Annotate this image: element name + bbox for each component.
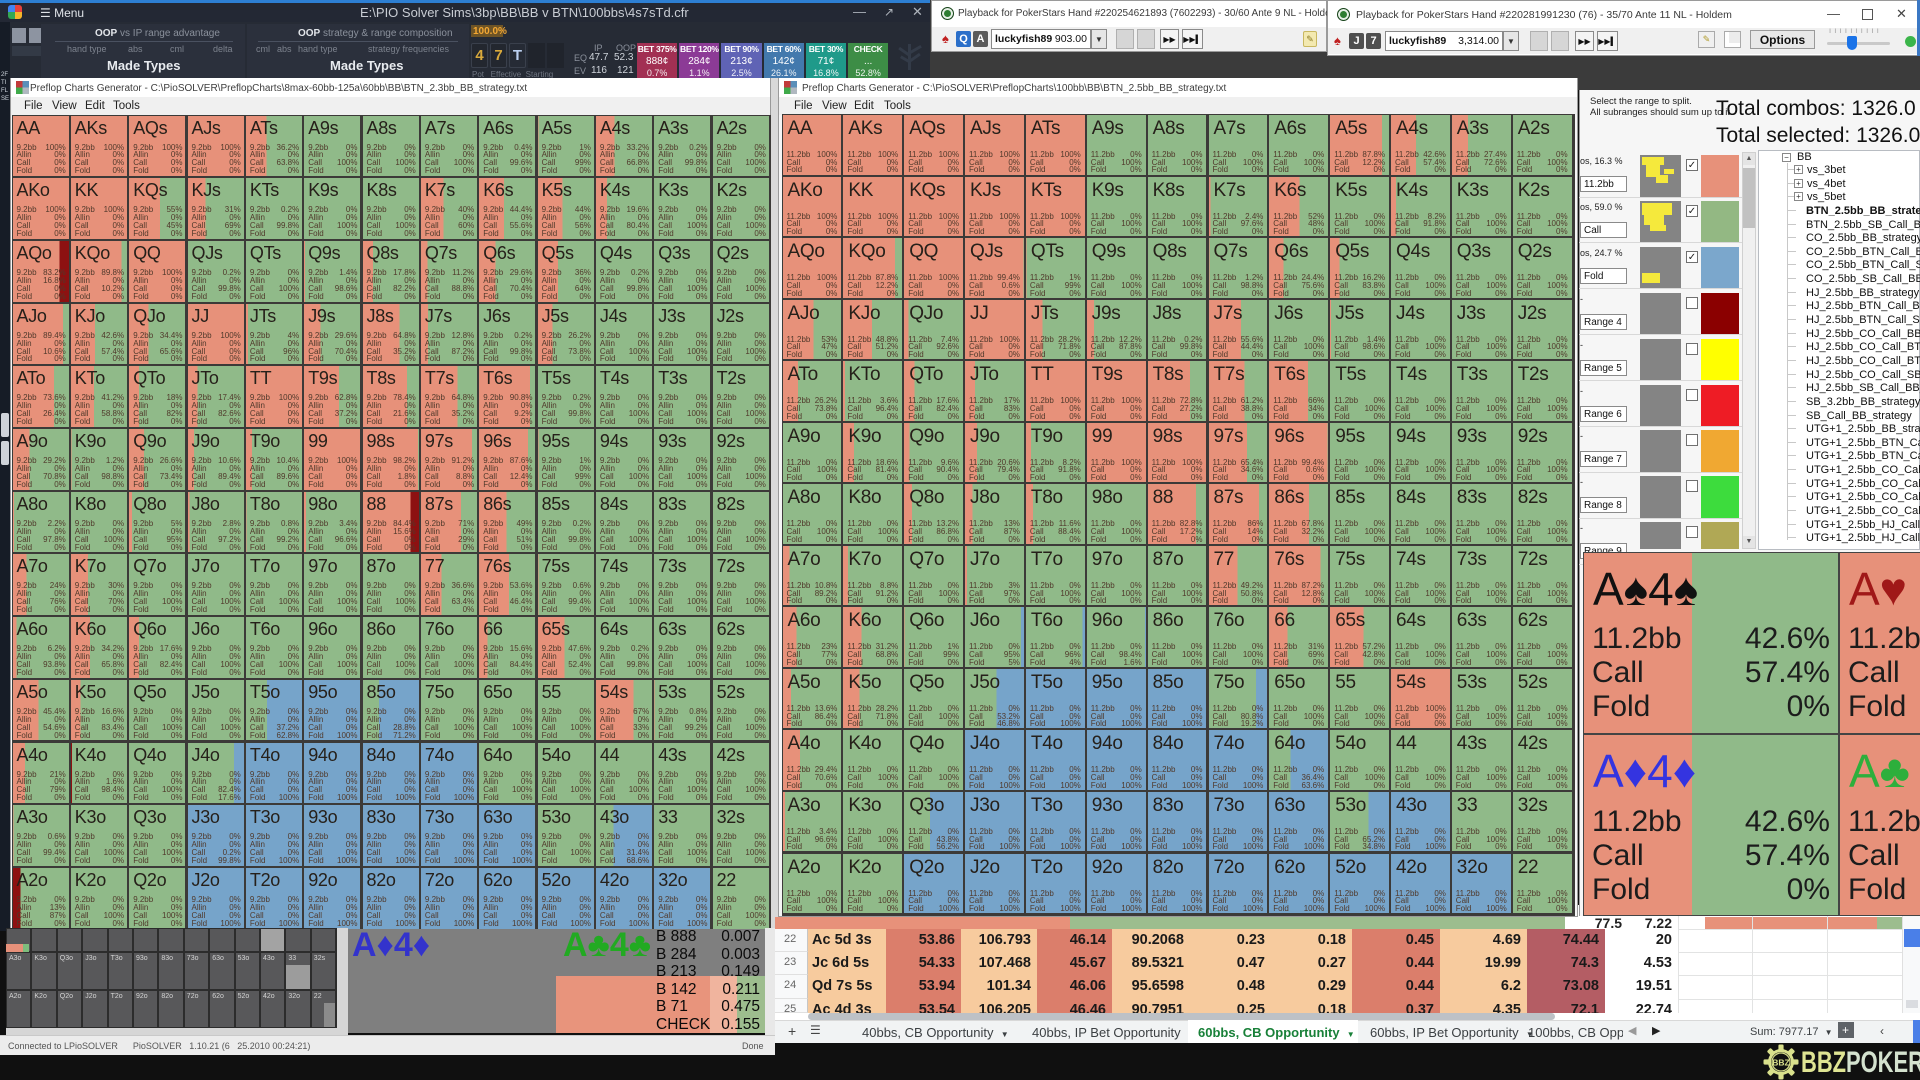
svg-text:BBZ: BBZ xyxy=(1772,1058,1789,1068)
